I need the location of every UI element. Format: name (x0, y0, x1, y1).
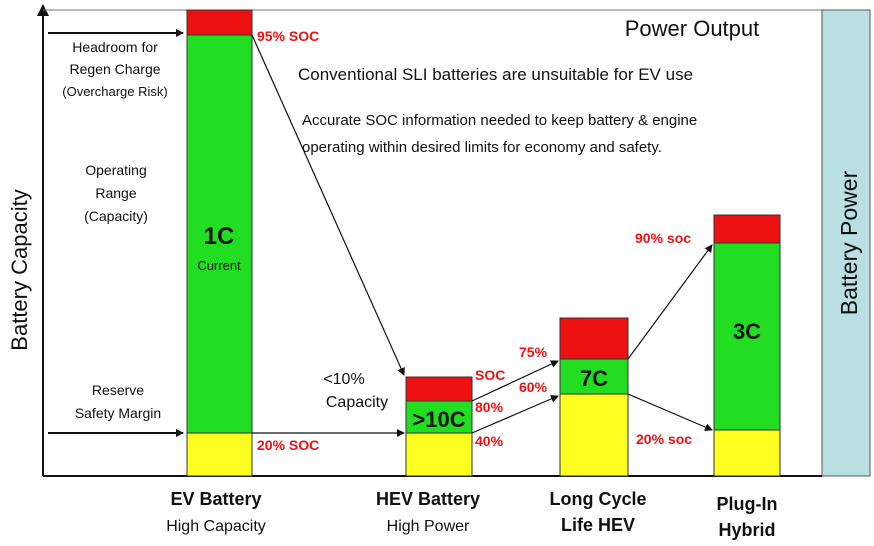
ev-battery-segment-operating (186, 34, 253, 434)
arrow-long-cycle-to-plug-in-bottom (627, 393, 713, 431)
hev-side-note-line-1: <10% (323, 371, 364, 388)
long-cycle-rate-label: 7C (580, 366, 608, 391)
plug-in-hybrid-bar (713, 214, 781, 477)
operating-label-line-3: (Capacity) (84, 208, 148, 224)
battery-power-label: Battery Power (836, 170, 862, 315)
long-cycle-soc-high-label: 75% (519, 344, 548, 360)
ev-soc-high-label: 95% SOC (257, 28, 319, 44)
long-cycle-hev-bar (559, 317, 629, 477)
hev-x-label-line-2: High Power (387, 518, 470, 535)
headroom-label-line-1: Headroom for (72, 39, 158, 55)
hev-battery-segment-reserve (405, 432, 473, 477)
plug-in-x-label-line-1: Plug-In (717, 494, 778, 514)
arrow-ev-top-to-hev-top (251, 34, 405, 376)
long-cycle-x-label-line-2: Life HEV (561, 515, 635, 535)
arrow-hev-to-long-cycle-top (471, 360, 559, 402)
ev-rate-sub-label: Current (197, 258, 241, 273)
ev-battery-bar (186, 9, 253, 477)
plug-in-soc-high-label: 90% soc (635, 230, 691, 246)
hev-side-note-line-2: Capacity (326, 394, 388, 411)
ev-rate-label: 1C (204, 223, 235, 250)
long-cycle-segment-reserve (559, 393, 629, 477)
hev-battery-segment-operating (405, 400, 473, 434)
reserve-label-line-2: Safety Margin (75, 405, 161, 421)
header-note-2-line-1: Accurate SOC information needed to keep … (302, 112, 697, 129)
arrow-hev-to-long-cycle-bottom (471, 395, 559, 434)
battery-power-panel (821, 9, 871, 477)
long-cycle-x-label-line-1: Long Cycle (549, 489, 646, 509)
header-note-2-line-2: operating within desired limits for econ… (302, 139, 662, 156)
plug-in-rate-label: 3C (733, 319, 761, 344)
plug-in-x-label-line-2: Hybrid (718, 520, 775, 540)
hev-rate-label: >10C (412, 407, 465, 432)
plug-in-segment-headroom (713, 214, 781, 244)
header-note-1: Conventional SLI batteries are unsuitabl… (298, 65, 693, 84)
ev-battery-segment-reserve (186, 432, 253, 477)
hev-soc-top-label: SOC (475, 367, 505, 383)
long-cycle-segment-operating (559, 358, 629, 395)
headroom-label-line-3: (Overcharge Risk) (62, 84, 167, 99)
long-cycle-segment-headroom (559, 317, 629, 360)
ev-x-label-line-1: EV Battery (170, 489, 261, 509)
headroom-label-line-2: Regen Charge (69, 61, 160, 77)
long-cycle-soc-low-label: 60% (519, 379, 548, 395)
arrow-long-cycle-to-plug-in-top (627, 244, 713, 360)
hev-x-label-line-1: HEV Battery (376, 489, 480, 509)
hev-soc-low-label: 40% (475, 433, 504, 449)
hev-soc-high-label: 80% (475, 399, 504, 415)
operating-label-line-2: Range (95, 185, 136, 201)
ev-x-label-line-2: High Capacity (166, 518, 266, 535)
ev-soc-low-label: 20% SOC (257, 437, 319, 453)
reserve-label-line-1: Reserve (92, 382, 144, 398)
hev-battery-segment-headroom (405, 376, 473, 402)
hev-battery-bar (405, 376, 473, 477)
header-title: Power Output (625, 16, 760, 41)
operating-label-line-1: Operating (85, 162, 146, 178)
y-axis-label: Battery Capacity (7, 189, 32, 350)
ev-battery-segment-headroom (186, 9, 253, 36)
plug-in-soc-low-label: 20% soc (636, 431, 692, 447)
plug-in-segment-reserve (713, 429, 781, 477)
